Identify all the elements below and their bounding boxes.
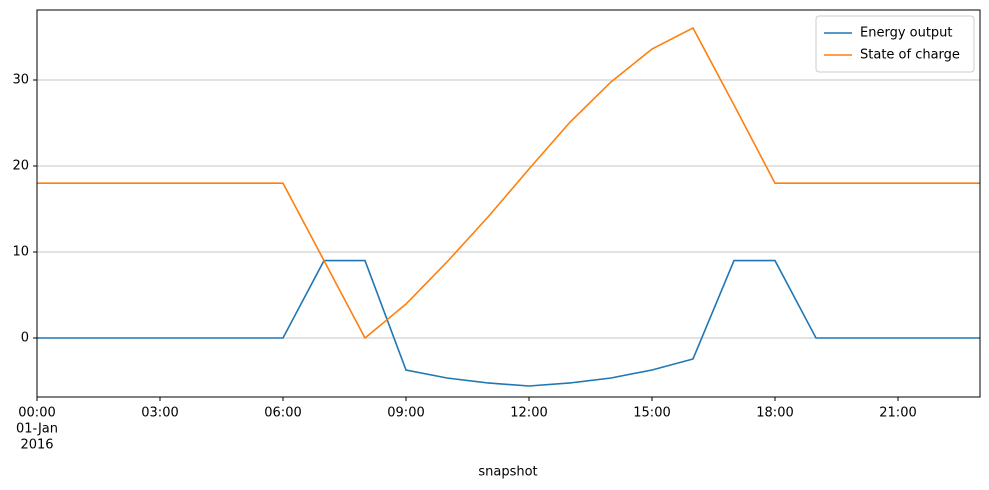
x-tick-label: 12:00 xyxy=(510,406,547,421)
x-tick-label: 00:00 xyxy=(18,406,55,421)
x-year-label: 2016 xyxy=(20,438,53,453)
x-axis-label: snapshot xyxy=(478,465,537,480)
x-date-label: 01-Jan xyxy=(16,422,58,437)
legend-label: State of charge xyxy=(860,48,960,63)
y-tick-label: 10 xyxy=(12,245,29,260)
legend-label: Energy output xyxy=(860,26,953,41)
x-tick-label: 15:00 xyxy=(633,406,670,421)
legend-box xyxy=(815,15,975,73)
y-tick-label: 20 xyxy=(12,159,29,174)
series-line xyxy=(37,259,980,387)
plot-frame xyxy=(36,9,981,398)
x-tick-label: 06:00 xyxy=(264,406,301,421)
y-tick-label: 0 xyxy=(21,331,29,346)
y-tick-label: 30 xyxy=(12,73,29,88)
x-tick-label: 18:00 xyxy=(756,406,793,421)
x-tick-label: 09:00 xyxy=(387,406,424,421)
x-tick-label: 03:00 xyxy=(141,406,178,421)
x-tick-label: 21:00 xyxy=(879,406,916,421)
series-line xyxy=(37,26,980,340)
